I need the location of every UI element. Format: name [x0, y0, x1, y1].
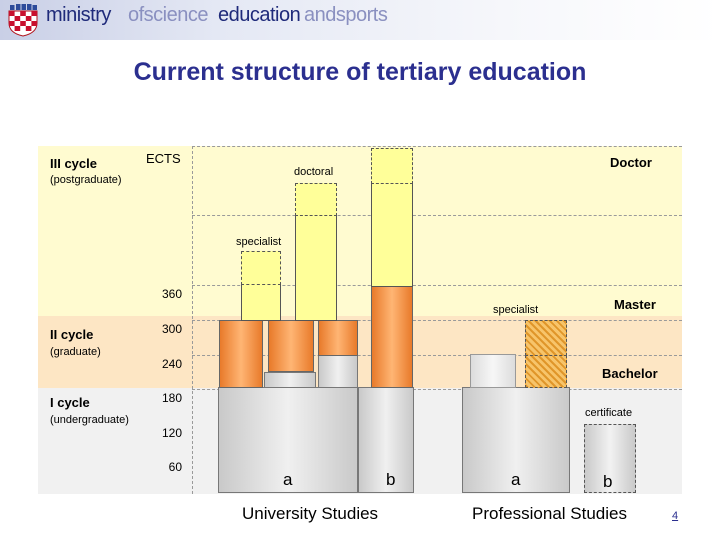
- cycle-2-sub: (graduate): [50, 346, 101, 358]
- ects-tick-60: 60: [168, 460, 182, 474]
- ects-tick-120: 120: [161, 426, 182, 440]
- cycle-1-label: I cycle: [50, 395, 90, 410]
- gridline-300: [192, 320, 682, 321]
- annotation-certificate: certificate: [585, 407, 633, 419]
- ects-tick-300: 300: [161, 322, 182, 336]
- axis-line: [192, 146, 193, 494]
- uni-b-doctoral-dashed: [371, 148, 413, 184]
- gridline-360: [192, 285, 682, 286]
- uni-b-bachelor-block: [358, 387, 414, 493]
- uni-doctoral-block: [295, 215, 337, 321]
- uni-specialist-block: [241, 284, 281, 321]
- gridline-doctoral: [192, 215, 682, 216]
- gridline-240: [192, 355, 682, 356]
- brand-wordmark: ministry ofscience education andsports: [46, 0, 406, 40]
- cycle-3-sub: (postgraduate): [50, 174, 122, 186]
- uni-a-180-cap-1: [264, 372, 316, 388]
- prof-a-cap: [470, 354, 516, 388]
- uni-master-col-2: [268, 320, 314, 372]
- ects-tick-180: 180: [161, 391, 182, 405]
- prof-a-base-block: [462, 387, 570, 493]
- ects-axis-label: ECTS: [146, 151, 181, 166]
- brand-word-education: education: [218, 4, 301, 26]
- brand-word-ministry: ministry: [46, 4, 111, 26]
- annotation-specialist-mid: specialist: [493, 304, 539, 316]
- gridline-top: [192, 146, 682, 147]
- uni-specialist-dashed: [241, 251, 281, 285]
- annotation-specialist-top: specialist: [236, 236, 282, 248]
- degree-master: Master: [614, 297, 656, 312]
- uni-master-col-3: [318, 320, 358, 356]
- professional-studies-title: Professional Studies: [472, 504, 627, 523]
- page-title: Current structure of tertiary education: [133, 58, 587, 86]
- uni-b-master-col: [371, 286, 413, 388]
- prof-specialist-upper: [525, 320, 567, 356]
- uni-column-b-label: b: [386, 470, 396, 489]
- gridline-180: [192, 389, 682, 390]
- annotation-doctoral: doctoral: [294, 166, 334, 178]
- uni-b-doctoral-block: [371, 183, 413, 287]
- degree-bachelor: Bachelor: [602, 366, 658, 381]
- cycle-3-label: III cycle: [50, 156, 97, 171]
- university-studies-title: University Studies: [242, 504, 379, 523]
- page-number: 4: [672, 510, 679, 522]
- uni-column-a-label: a: [283, 470, 293, 489]
- cycle-1-sub: (undergraduate): [50, 414, 129, 426]
- ects-tick-360: 360: [161, 287, 182, 301]
- coat-of-arms-icon: [8, 4, 38, 37]
- uni-master-col-1: [219, 320, 263, 388]
- brand-word-ofscience: ofscience: [128, 4, 209, 26]
- uni-a-180-cap-2: [318, 355, 358, 388]
- header-bar: [0, 0, 720, 40]
- cycle-2-label: II cycle: [50, 327, 94, 342]
- band-second-cycle: [38, 316, 682, 388]
- degree-doctor: Doctor: [610, 155, 652, 170]
- brand-word-andsports: andsports: [304, 4, 388, 26]
- ects-tick-240: 240: [161, 357, 182, 371]
- prof-b-certificate-block: [584, 424, 636, 493]
- prof-specialist-lower: [525, 355, 567, 388]
- uni-doctoral-dashed: [295, 183, 337, 216]
- prof-column-a-label: a: [511, 470, 521, 489]
- prof-column-b-label: b: [603, 472, 613, 491]
- band-third-cycle: [38, 146, 682, 316]
